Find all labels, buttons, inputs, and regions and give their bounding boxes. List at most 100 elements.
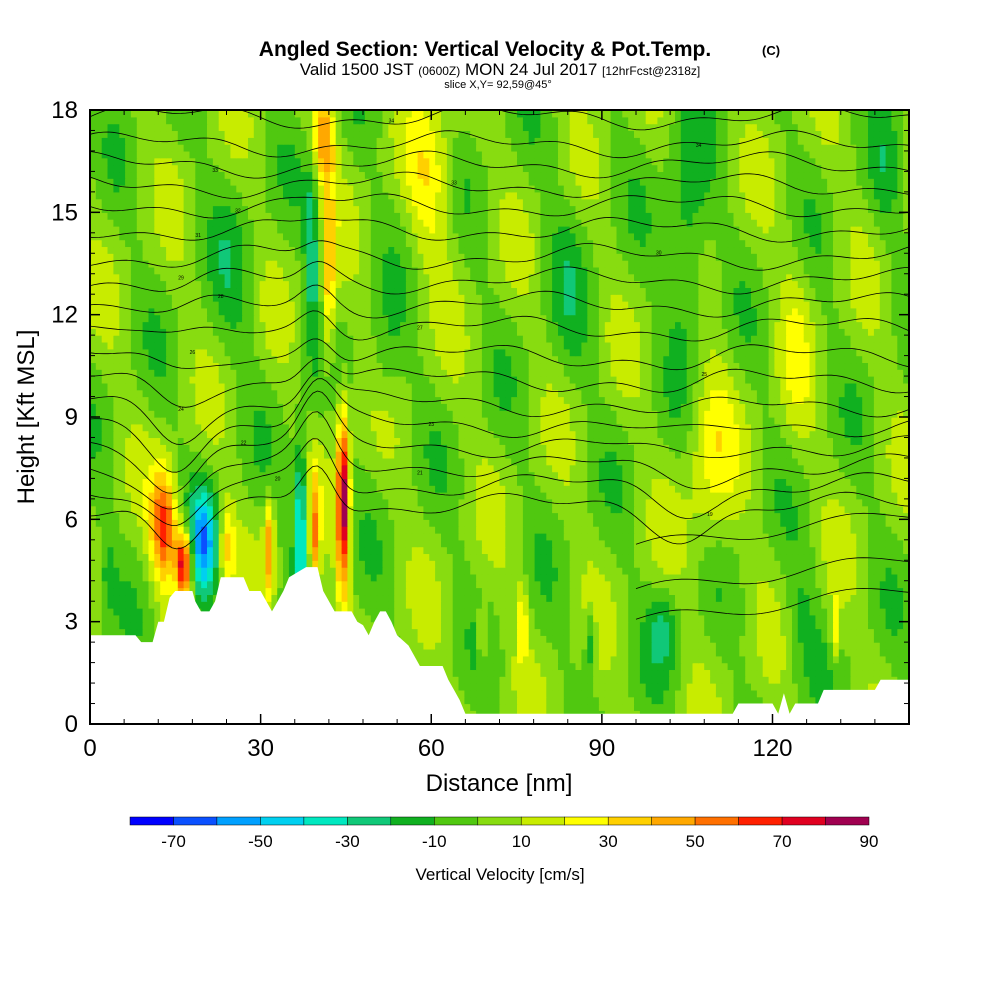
velocity-cell: [698, 642, 705, 650]
velocity-cell: [850, 649, 857, 657]
velocity-cell: [300, 526, 308, 534]
velocity-cell: [657, 560, 664, 568]
velocity-cell: [90, 621, 97, 630]
velocity-cell: [598, 703, 606, 711]
velocity-cell: [552, 703, 559, 711]
velocity-cell: [721, 683, 729, 691]
velocity-cell: [540, 628, 547, 636]
velocity-cell: [733, 560, 740, 568]
velocity-cell: [862, 512, 869, 520]
velocity-cell: [125, 594, 132, 602]
velocity-cell: [142, 553, 150, 561]
velocity-cell: [745, 567, 752, 575]
velocity-cell: [780, 512, 787, 520]
velocity-cell: [850, 533, 857, 541]
velocity-cell: [435, 478, 442, 486]
velocity-cell: [751, 560, 758, 568]
velocity-cell: [739, 485, 746, 493]
velocity-cell: [675, 533, 682, 541]
velocity-cell: [675, 696, 682, 705]
velocity-cell: [201, 478, 208, 486]
velocity-cell: [505, 689, 512, 698]
velocity-cell: [575, 587, 582, 596]
velocity-cell: [171, 573, 179, 582]
velocity-cell: [558, 560, 565, 568]
velocity-cell: [224, 505, 232, 514]
velocity-cell: [306, 533, 313, 541]
velocity-cell: [493, 683, 501, 691]
velocity-cell: [827, 655, 834, 664]
velocity-cell: [698, 587, 705, 596]
velocity-cell: [721, 703, 729, 711]
velocity-cell: [692, 492, 699, 500]
velocity-cell: [675, 662, 682, 671]
velocity-cell: [762, 635, 770, 643]
velocity-cell: [868, 594, 875, 602]
velocity-cell: [253, 560, 261, 568]
velocity-cell: [692, 608, 699, 616]
velocity-cell: [587, 573, 594, 582]
velocity-cell: [335, 594, 343, 602]
velocity-cell: [856, 512, 863, 520]
velocity-cell: [844, 526, 852, 534]
velocity-cell: [745, 485, 752, 493]
velocity-cell: [458, 614, 465, 623]
velocity-cell: [101, 485, 109, 493]
velocity-cell: [505, 655, 512, 664]
velocity-cell: [581, 505, 588, 514]
velocity-cell: [581, 580, 588, 589]
velocity-cell: [698, 703, 705, 711]
velocity-cell: [780, 689, 787, 698]
velocity-cell: [815, 621, 822, 630]
velocity-cell: [838, 505, 846, 514]
velocity-cell: [341, 519, 349, 527]
velocity-cell: [458, 485, 465, 493]
velocity-cell: [598, 614, 606, 623]
velocity-cell: [95, 580, 103, 589]
velocity-cell: [868, 539, 875, 548]
velocity-cell: [113, 478, 120, 486]
velocity-cell: [142, 539, 150, 548]
velocity-cell: [201, 533, 208, 541]
velocity-cell: [481, 492, 489, 500]
velocity-cell: [271, 485, 278, 493]
velocity-cell: [803, 580, 811, 589]
velocity-cell: [598, 485, 606, 493]
velocity-cell: [885, 601, 893, 609]
velocity-cell: [522, 485, 530, 493]
velocity-cell: [651, 553, 659, 561]
velocity-cell: [780, 635, 787, 643]
velocity-cell: [569, 580, 577, 589]
velocity-cell: [493, 655, 501, 664]
velocity-cell: [663, 519, 670, 527]
velocity-cell: [183, 580, 191, 589]
velocity-cell: [288, 539, 296, 548]
velocity-cell: [423, 573, 430, 582]
velocity-cell: [645, 635, 653, 643]
velocity-cell: [481, 642, 489, 650]
velocity-cell: [628, 642, 635, 650]
velocity-cell: [177, 580, 185, 589]
velocity-cell: [90, 580, 97, 589]
velocity-cell: [634, 655, 641, 664]
velocity-cell: [423, 628, 430, 636]
velocity-cell: [710, 553, 717, 561]
velocity-cell: [698, 505, 705, 514]
velocity-cell: [329, 485, 337, 493]
velocity-cell: [364, 587, 372, 596]
velocity-cell: [505, 703, 512, 711]
velocity-cell: [844, 512, 852, 520]
velocity-cell: [452, 573, 460, 582]
velocity-cell: [119, 567, 126, 575]
velocity-cell: [669, 519, 676, 527]
velocity-cell: [136, 580, 144, 589]
velocity-cell: [657, 642, 664, 650]
velocity-cell: [745, 587, 752, 596]
velocity-cell: [464, 655, 471, 664]
velocity-cell: [745, 512, 752, 520]
velocity-cell: [710, 580, 717, 589]
velocity-cell: [546, 560, 553, 568]
velocity-cell: [604, 478, 612, 486]
velocity-cell: [593, 621, 600, 630]
velocity-cell: [101, 573, 109, 582]
